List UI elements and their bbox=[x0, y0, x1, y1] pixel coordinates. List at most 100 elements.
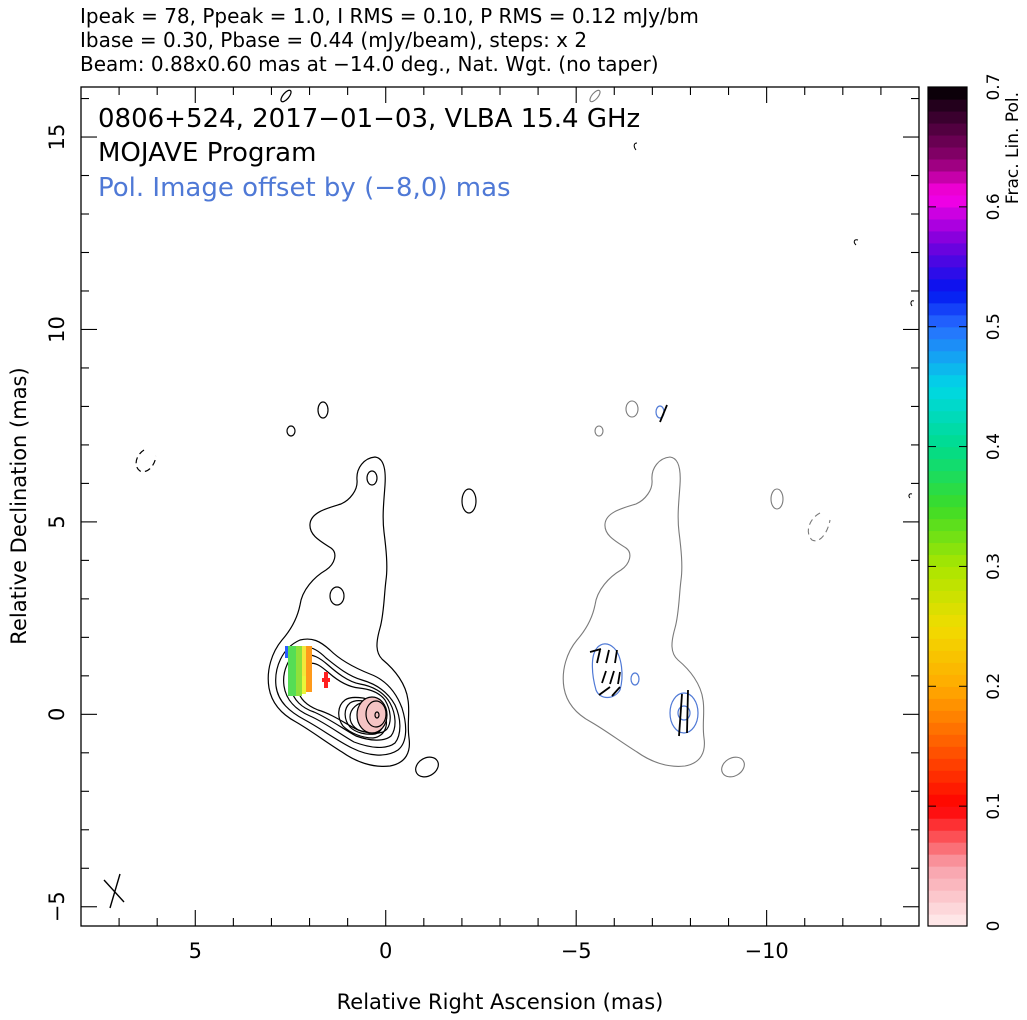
colorbar-step bbox=[928, 362, 967, 376]
colorbar-frame bbox=[927, 86, 968, 927]
contour-level-4 bbox=[289, 654, 396, 741]
colorbar-step bbox=[928, 782, 967, 795]
pol-total-contour bbox=[562, 89, 831, 778]
colorbar-step bbox=[928, 230, 967, 244]
y-tick-label: 15 bbox=[45, 124, 69, 151]
colorbar-step bbox=[928, 518, 967, 532]
x-tick-label: −10 bbox=[744, 939, 788, 963]
contour-blob bbox=[366, 470, 378, 486]
colorbar-step bbox=[928, 794, 967, 807]
y-tick-label: 0 bbox=[45, 708, 69, 721]
colorbar-tick-label: 0.7 bbox=[984, 73, 1004, 100]
contour-level-5 bbox=[296, 662, 391, 734]
colorbar-step bbox=[928, 746, 967, 759]
colorbar-step bbox=[928, 578, 967, 591]
colorbar-tick-label: 0 bbox=[984, 921, 1004, 932]
colorbar-step bbox=[928, 302, 967, 316]
header-line-beam: Beam: 0.88x0.60 mas at −14.0 deg., Nat. … bbox=[80, 52, 659, 76]
pol-blue-contour-core bbox=[669, 692, 699, 734]
colorbar: 0 0.1 0.2 0.3 0.4 0.5 0.6 0.7 Frac. Lin. Pol. bbox=[927, 73, 1023, 931]
contour-outer bbox=[267, 456, 411, 767]
colorbar-step bbox=[928, 626, 967, 639]
colorbar-step bbox=[928, 374, 967, 388]
colorbar-step bbox=[928, 842, 967, 855]
plot-area: 0806+524, 2017−01−03, VLBA 15.4 GHz MOJA… bbox=[80, 86, 920, 927]
colorbar-step bbox=[928, 590, 967, 603]
colorbar-step bbox=[928, 218, 967, 232]
contour-negative bbox=[135, 449, 157, 473]
y-tick-label: 5 bbox=[45, 515, 69, 528]
colorbar-step bbox=[928, 602, 967, 615]
colorbar-tick-label: 0.1 bbox=[984, 793, 1004, 820]
colorbar-step bbox=[928, 614, 967, 627]
plot-frame bbox=[80, 86, 920, 927]
x-axis-label: Relative Right Ascension (mas) bbox=[337, 990, 664, 1014]
colorbar-step bbox=[928, 734, 967, 747]
colorbar-step bbox=[928, 386, 967, 400]
colorbar-step bbox=[928, 482, 967, 496]
colorbar-step bbox=[928, 434, 967, 448]
colorbar-step bbox=[928, 710, 967, 723]
contour-blob bbox=[286, 425, 296, 437]
colorbar-step bbox=[928, 770, 967, 783]
contour-blob bbox=[461, 488, 477, 514]
colorbar-label: Frac. Lin. Pol. bbox=[1003, 92, 1023, 204]
colorbar-step bbox=[928, 338, 967, 352]
colorbar-step bbox=[928, 326, 967, 340]
colorbar-step bbox=[928, 146, 967, 160]
pol-contour-blob bbox=[770, 488, 784, 510]
colorbar-tick-label: 0.6 bbox=[984, 193, 1004, 220]
colorbar-tick-label: 0.5 bbox=[984, 313, 1004, 340]
colorbar-step bbox=[928, 494, 967, 508]
pol-outer-contour bbox=[562, 456, 705, 767]
stokes-i-contours bbox=[135, 89, 477, 778]
pol-blue-contour-jet bbox=[591, 643, 623, 699]
fractional-pol-patch bbox=[285, 646, 330, 696]
colorbar-step bbox=[928, 182, 967, 196]
colorbar-tick-label: 0.2 bbox=[984, 673, 1004, 700]
contour-level-3 bbox=[283, 646, 401, 748]
colorbar-step bbox=[928, 830, 967, 843]
colorbar-step bbox=[928, 266, 967, 280]
tick-labels: 5 0 −5 −10 −5 0 5 10 15 bbox=[45, 124, 789, 963]
header-line-peaks: Ipeak = 78, Ppeak = 1.0, I RMS = 0.10, P… bbox=[80, 4, 699, 28]
colorbar-step bbox=[928, 290, 967, 304]
x-tick-label: −5 bbox=[561, 939, 592, 963]
offset-note: Pol. Image offset by (−8,0) mas bbox=[98, 173, 511, 203]
pol-contour-blob bbox=[589, 89, 601, 103]
colorbar-step bbox=[928, 554, 967, 568]
axis-ticks bbox=[81, 87, 919, 926]
contour-blob bbox=[280, 89, 292, 103]
colorbar-step bbox=[928, 878, 967, 891]
colorbar-step bbox=[928, 194, 967, 208]
colorbar-step bbox=[928, 87, 967, 100]
contour-blob bbox=[317, 401, 329, 419]
y-axis-label: Relative Declination (mas) bbox=[7, 367, 31, 644]
colorbar-step bbox=[928, 506, 967, 520]
colorbar-step bbox=[928, 698, 967, 711]
colorbar-step bbox=[928, 638, 967, 651]
x-tick-label: 5 bbox=[189, 939, 202, 963]
colorbar-tick-labels: 0 0.1 0.2 0.3 0.4 0.5 0.6 0.7 bbox=[928, 73, 1004, 931]
colorbar-step bbox=[928, 254, 967, 268]
contour-core-peak bbox=[374, 711, 380, 719]
colorbar-step bbox=[928, 662, 967, 675]
pol-contour-negative bbox=[807, 512, 831, 542]
colorbar-step bbox=[928, 530, 967, 544]
colorbar-step bbox=[928, 914, 967, 927]
beam-marker bbox=[103, 873, 125, 909]
colorbar-step bbox=[928, 170, 967, 184]
edge-fragments bbox=[633, 142, 915, 499]
header-line-base: Ibase = 0.30, Pbase = 0.44 (mJy/beam), s… bbox=[80, 28, 587, 52]
colorbar-step bbox=[928, 110, 967, 124]
colorbar-gradient bbox=[928, 87, 967, 927]
pol-contour-blob bbox=[594, 425, 604, 437]
colorbar-step bbox=[928, 890, 967, 903]
colorbar-step bbox=[928, 470, 967, 484]
colorbar-step bbox=[928, 350, 967, 364]
pol-contour-blob bbox=[625, 400, 639, 418]
colorbar-step bbox=[928, 122, 967, 136]
evpa-ticks bbox=[589, 404, 689, 737]
colorbar-step bbox=[928, 566, 967, 580]
colorbar-step bbox=[928, 458, 967, 472]
